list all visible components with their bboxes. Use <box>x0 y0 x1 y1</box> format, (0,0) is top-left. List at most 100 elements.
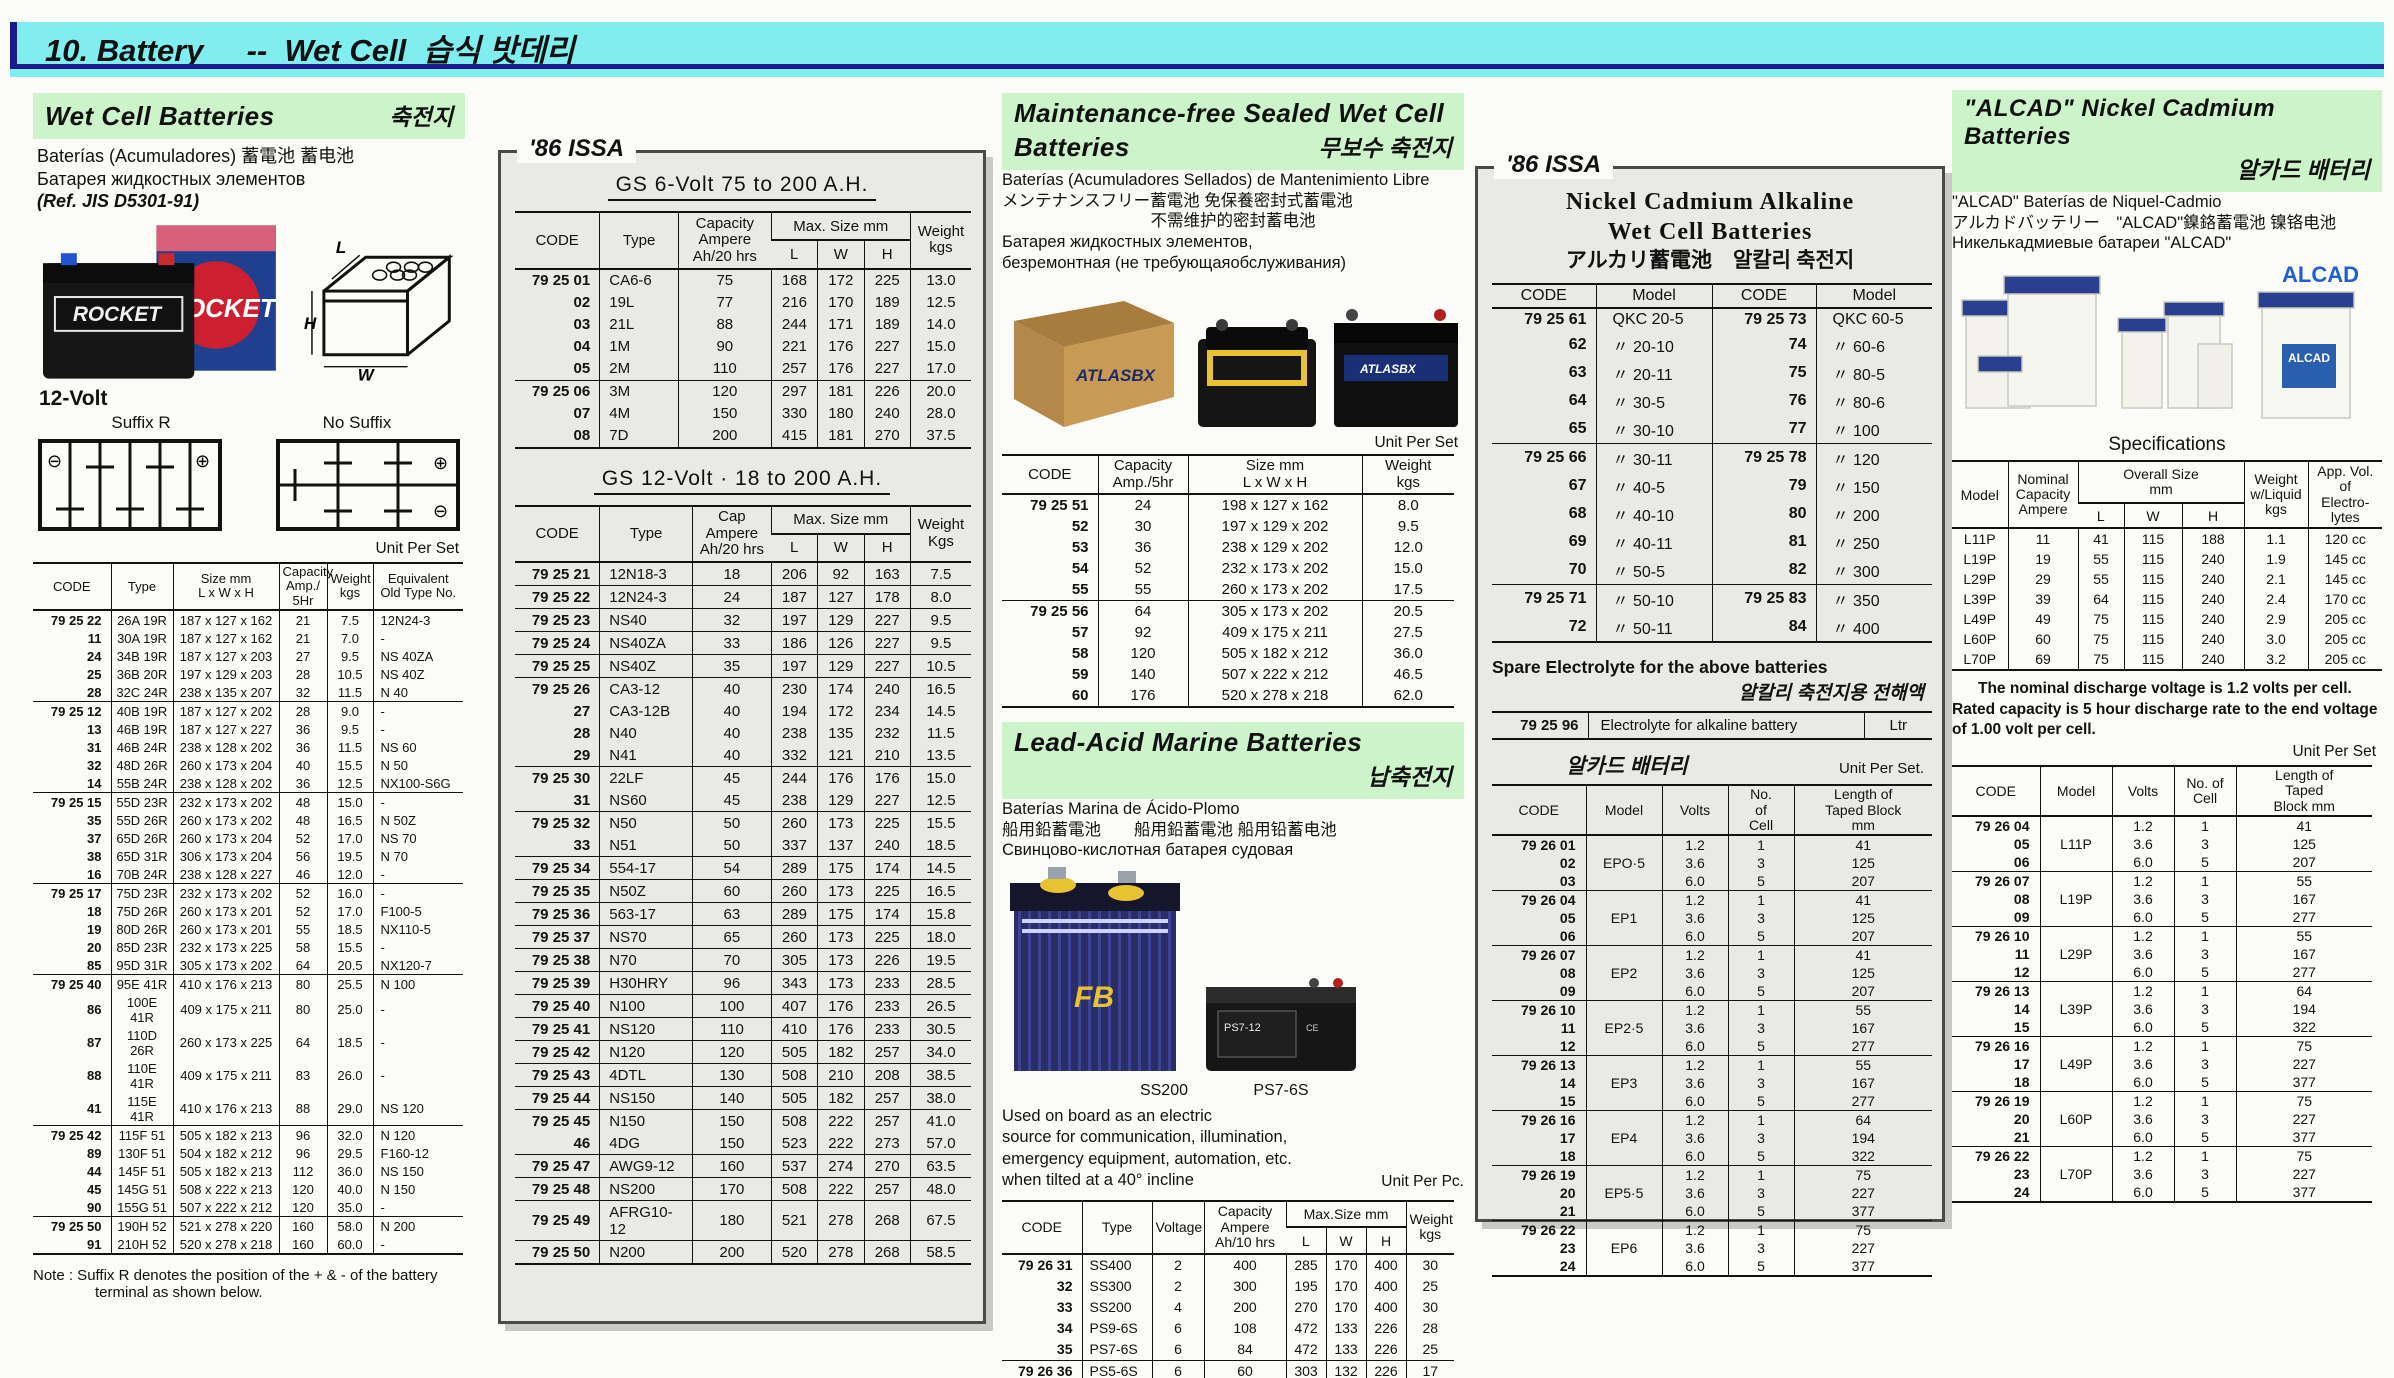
table-row: 09 6.0 5 277 <box>1952 908 2372 927</box>
table-cell: 25.0 <box>326 993 373 1027</box>
table-cell: 110D 26R <box>110 1026 173 1060</box>
table-cell: 145 cc <box>2307 549 2383 570</box>
table-cell: 115 <box>2123 629 2182 650</box>
marine-heading: Lead-Acid Marine Batteries 납축전지 <box>1002 722 1464 800</box>
table-row: 55 55 260 x 173 x 202 17.5 <box>1002 579 1454 601</box>
table-cell: 1.2 <box>2111 871 2174 891</box>
table-cell: 19 <box>2007 549 2078 570</box>
subtitle-russian: Свинцово-кислотная батарея судовая <box>1002 841 1294 860</box>
table-cell: 12.5 <box>326 774 373 793</box>
table-cell: 1.2 <box>1661 945 1728 965</box>
table-cell: 36B 20R <box>110 665 173 684</box>
table-row: 04 1M 90 221 176 227 15.0 <box>515 335 971 358</box>
table-row: 23 3.6 3 227 <box>1492 1239 1932 1258</box>
table-cell: 322 <box>2235 1018 2372 1037</box>
table-row: 79 25 24 NS40ZA 33 186 126 227 9.5 <box>515 631 971 655</box>
table-subheader-row: L W H <box>1952 502 2382 530</box>
table-cell: 79 26 19 <box>1492 1165 1586 1185</box>
table-cell: 79 26 16 <box>1492 1110 1586 1130</box>
table-cell: 3.6 <box>1661 964 1728 983</box>
table-cell: 182 <box>817 1040 864 1064</box>
table-cell: 189 <box>863 313 911 336</box>
issa-label: '86 ISSA <box>517 135 637 163</box>
dim-l-label: L <box>336 238 346 257</box>
marine-usage-text: Used on board as an electric source for … <box>1002 1106 1464 1192</box>
table-cell: 240 <box>2181 589 2245 610</box>
table-cell: 17.0 <box>326 829 373 848</box>
table-cell: 257 <box>863 1177 911 1201</box>
table-cell: 41 <box>1793 835 1932 855</box>
table-cell: 55 <box>2077 569 2124 590</box>
table-cell: 17.5 <box>1361 579 1454 601</box>
table-cell: 9.5 <box>1361 516 1454 538</box>
usage-line-1: Used on board as an electric <box>1002 1107 1213 1125</box>
table-cell: 1.2 <box>1661 1055 1728 1075</box>
section-title: "ALCAD" Nickel Cadmium Batteries <box>1964 95 2276 150</box>
col-capacity: Nominal Capacity Ampere <box>2007 460 2078 530</box>
table-row: 57 92 409 x 175 x 211 27.5 <box>1002 622 1454 644</box>
table-row: 60 176 520 x 278 x 218 62.0 <box>1002 685 1454 708</box>
table-cell: 257 <box>770 357 818 380</box>
table-cell: 257 <box>863 1109 911 1132</box>
table-cell: 15.0 <box>326 792 373 812</box>
table-cell: 135 <box>817 722 864 744</box>
table-cell: N50 <box>599 811 693 834</box>
ps7-battery-photo: PS7-12 CE <box>1206 978 1356 1071</box>
table-cell: 195 <box>1285 1275 1326 1297</box>
table-cell: 06 <box>2013 854 2030 871</box>
table-cell: 130F 51 <box>110 1144 173 1163</box>
table-cell: 40 <box>692 722 772 744</box>
table-row: 69 〃 40-11 81 〃 250 <box>1492 528 1932 557</box>
table-row: 79 25 50 190H 52 521 x 278 x 220 160 58.0 N 2… <box>33 1216 463 1236</box>
table-cell: 260 <box>770 811 818 834</box>
table-cell: 79 25 22 <box>515 585 600 609</box>
table-row: 79 26 07 L19P 1.2 1 55 <box>1952 871 2372 927</box>
table-cell: 129 <box>817 789 864 812</box>
table-cell: 〃 50-10 <box>1595 584 1712 614</box>
atlasbx-brand-text-2: ATLASBX <box>1359 362 1417 376</box>
table-row: 79 25 35 N50Z 60 260 173 225 16.5 <box>515 879 971 903</box>
table-cell: 207 <box>2235 853 2372 872</box>
table-row: 15 6.0 5 322 <box>1952 1018 2372 1037</box>
table-cell: 226 <box>1365 1338 1407 1361</box>
table-cell: 187 <box>770 585 818 609</box>
table-cell: L49P <box>1963 611 1997 628</box>
table-cell: 222 <box>817 1132 864 1155</box>
table-cell: 79 26 07 <box>1492 945 1586 965</box>
table-cell: 210 <box>863 744 911 767</box>
table-cell: 11 <box>1560 1020 1576 1037</box>
table-cell: 22LF <box>599 766 693 789</box>
table-cell: 5 <box>2173 853 2236 872</box>
table-cell: 120 <box>677 379 772 403</box>
table-cell: 238 x 135 x 207 <box>172 683 279 702</box>
table-cell: 32 <box>278 683 327 702</box>
spare-title-korean: 알칼리 축전지용 전해액 <box>1738 683 1924 705</box>
table-cell: 227 <box>2235 1110 2372 1129</box>
subtitle-russian-2: безремонтная (не требующаяобслуживания) <box>1002 253 1347 272</box>
table-row: 38 65D 31R 306 x 173 x 204 56 19.5 N 70 <box>33 847 463 866</box>
table-cell: 07 <box>573 405 591 422</box>
fb-brand-text: FB <box>1074 981 1114 1014</box>
table-cell: 29.5 <box>326 1144 373 1163</box>
col-w: W <box>1325 1226 1366 1255</box>
table-cell: 225 <box>863 879 911 903</box>
table-cell: 79 25 21 <box>531 565 591 583</box>
table-cell: 79 25 78 <box>1711 443 1816 473</box>
table-cell: 15.5 <box>909 811 971 834</box>
table-cell: 79 26 13 <box>1492 1055 1586 1075</box>
suffix-r-label: Suffix R <box>111 412 171 432</box>
table-cell: NX100-S6G <box>372 774 463 793</box>
table-cell: 35.0 <box>326 1198 373 1217</box>
table-cell: 18.5 <box>326 920 373 939</box>
subtitle-japanese: アルカドバッテリー "ALCAD"鎳鉻蓄電池 镍铬电池 <box>1952 213 2337 232</box>
table-cell: 1 <box>1727 1000 1794 1020</box>
table-cell: 260 x 173 x 204 <box>172 756 279 775</box>
table-cell: 190H 52 <box>110 1216 173 1236</box>
table-cell: PS5-6S <box>1081 1359 1152 1378</box>
table-row: 11 3.6 3 167 <box>1492 1019 1932 1038</box>
table-cell: 45 <box>87 1181 102 1197</box>
table-cell: 167 <box>2235 890 2372 909</box>
table-cell: 21 <box>278 610 327 630</box>
table-row: 35 PS7-6S 6 84 472 133 226 25 <box>1002 1338 1455 1361</box>
table-cell: 3 <box>2173 1055 2236 1074</box>
